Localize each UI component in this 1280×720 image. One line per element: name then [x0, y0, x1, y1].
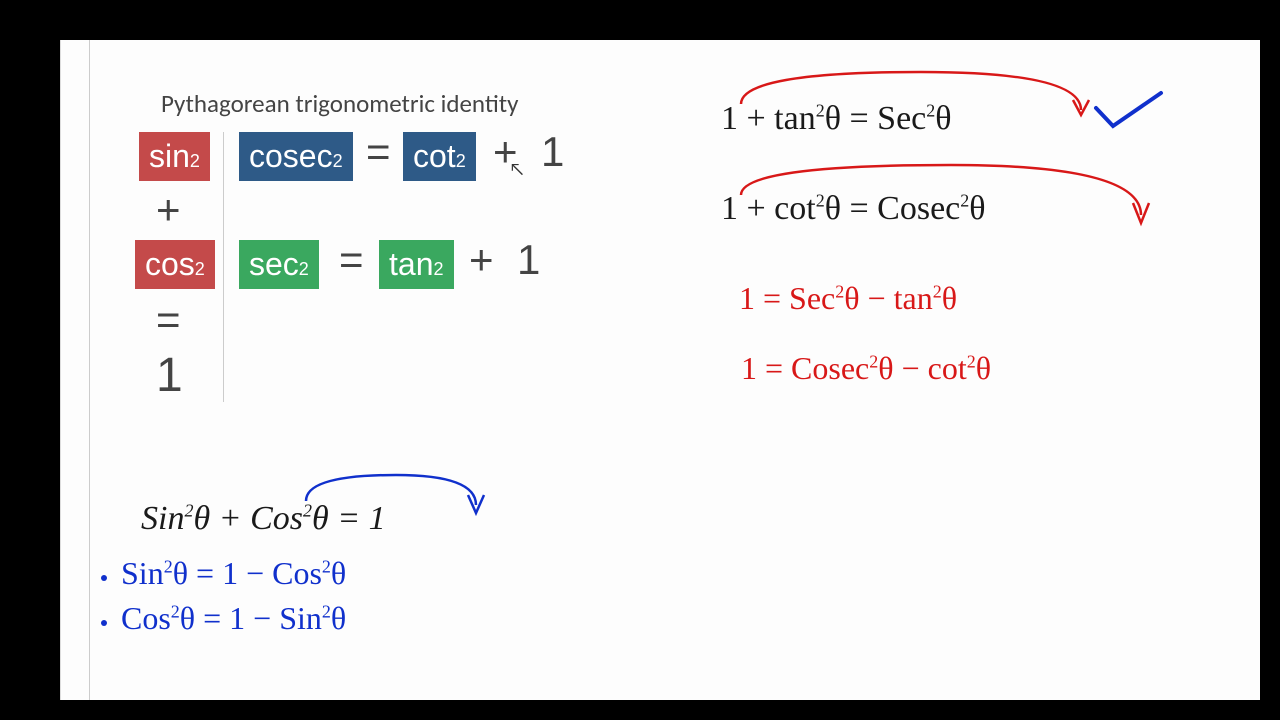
box-cot2: cot2: [403, 132, 476, 181]
plus-sign-2: +: [469, 236, 494, 284]
hw-eq2: 1 + cot2θ = Cosec2θ: [721, 190, 986, 228]
one-1: 1: [541, 128, 564, 176]
one-vert: 1: [156, 348, 183, 403]
box-sin2: sin2: [139, 132, 210, 181]
hw-eq6: Sin2θ = 1 − Cos2θ: [121, 555, 346, 592]
bullet-2: [101, 620, 107, 626]
bullet-1: [101, 575, 107, 581]
box-cos2: cos2: [135, 240, 215, 289]
cursor-icon: ↖: [509, 158, 525, 180]
margin-line: [89, 40, 90, 700]
hw-eq1: 1 + tan2θ = Sec2θ: [721, 100, 952, 138]
eq-sign-2: =: [339, 236, 364, 284]
one-2: 1: [517, 236, 540, 284]
box-tan2: tan2: [379, 240, 454, 289]
page-title: Pythagorean trigonometric identity: [161, 88, 518, 119]
hw-eq7: Cos2θ = 1 − Sin2θ: [121, 600, 346, 637]
box-sec2: sec2: [239, 240, 319, 289]
hw-eq3: 1 = Sec2θ − tan2θ: [739, 280, 957, 317]
vertical-divider: [223, 132, 224, 402]
checkmark-eq1: [1091, 88, 1171, 138]
hw-eq5: Sin2θ + Cos2θ = 1: [141, 500, 386, 538]
plus-sign-vert: +: [156, 186, 181, 234]
hw-eq4: 1 = Cosec2θ − cot2θ: [741, 350, 991, 387]
notebook-page: Pythagorean trigonometric identity sin2 …: [60, 40, 1260, 700]
eq-sign-vert: =: [156, 296, 181, 344]
box-cosec2: cosec2: [239, 132, 353, 181]
eq-sign-1: =: [366, 128, 391, 176]
